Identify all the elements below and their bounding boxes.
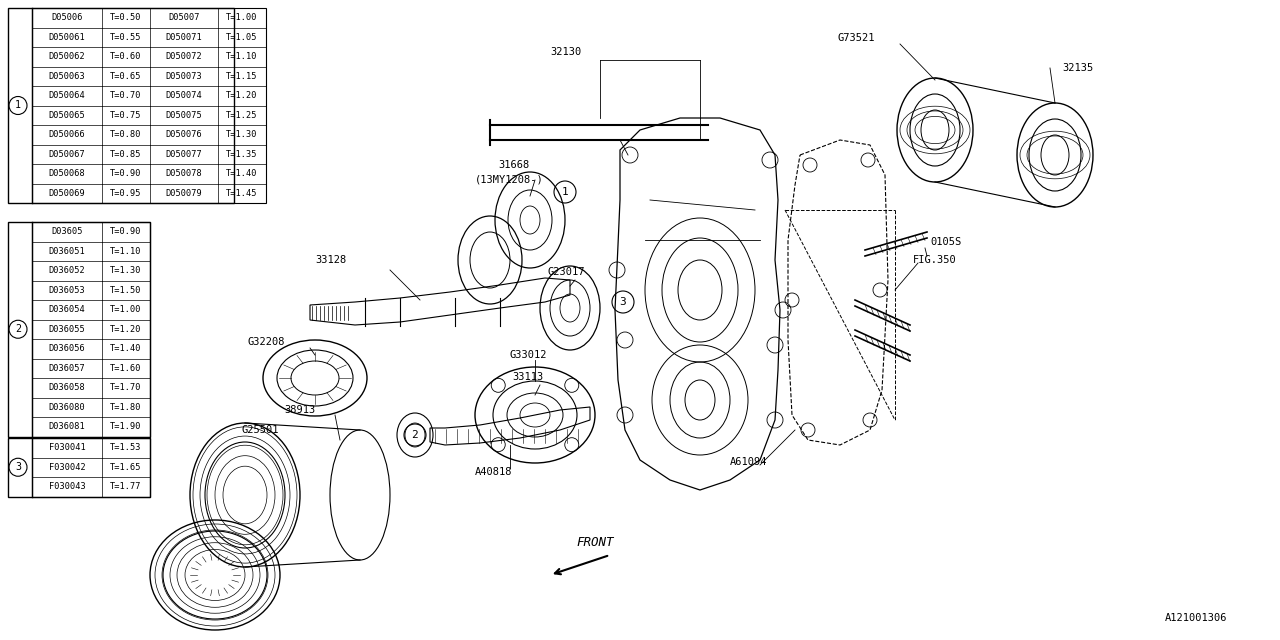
Text: D036056: D036056 <box>49 344 86 353</box>
Text: T=1.00: T=1.00 <box>110 305 142 314</box>
Text: D050062: D050062 <box>49 52 86 61</box>
Text: D036080: D036080 <box>49 403 86 412</box>
Text: T=1.15: T=1.15 <box>227 72 257 81</box>
Text: T=0.85: T=0.85 <box>110 150 142 159</box>
Text: G23017: G23017 <box>548 267 585 277</box>
Text: D050079: D050079 <box>165 189 202 198</box>
Text: 31668: 31668 <box>498 160 529 170</box>
Text: F030042: F030042 <box>49 463 86 472</box>
Text: D050064: D050064 <box>49 92 86 100</box>
Text: T=0.60: T=0.60 <box>110 52 142 61</box>
Text: T=0.90: T=0.90 <box>110 169 142 179</box>
Bar <box>8 222 150 436</box>
Text: T=0.55: T=0.55 <box>110 33 142 42</box>
Text: D050069: D050069 <box>49 189 86 198</box>
Text: T=1.45: T=1.45 <box>227 189 257 198</box>
Text: (13MY1208-): (13MY1208-) <box>475 175 544 185</box>
Text: 2: 2 <box>15 324 20 334</box>
Text: G73521: G73521 <box>838 33 876 43</box>
Text: F030043: F030043 <box>49 483 86 492</box>
Text: 38913: 38913 <box>284 405 315 415</box>
Bar <box>32 8 266 203</box>
Text: F030041: F030041 <box>49 444 86 452</box>
Text: D050077: D050077 <box>165 150 202 159</box>
Text: D036055: D036055 <box>49 324 86 333</box>
Text: D036058: D036058 <box>49 383 86 392</box>
Text: 2: 2 <box>412 430 419 440</box>
Text: D050074: D050074 <box>165 92 202 100</box>
Text: D036057: D036057 <box>49 364 86 372</box>
Bar <box>32 222 150 436</box>
Text: T=1.60: T=1.60 <box>110 364 142 372</box>
Text: T=1.10: T=1.10 <box>227 52 257 61</box>
Text: T=1.77: T=1.77 <box>110 483 142 492</box>
Text: D036054: D036054 <box>49 305 86 314</box>
Text: T=0.80: T=0.80 <box>110 131 142 140</box>
Text: T=0.50: T=0.50 <box>110 13 142 22</box>
Text: D050072: D050072 <box>165 52 202 61</box>
Text: D036052: D036052 <box>49 266 86 275</box>
Text: G32208: G32208 <box>248 337 285 347</box>
Text: 3: 3 <box>15 462 20 472</box>
Text: G33012: G33012 <box>509 350 548 360</box>
Text: T=1.70: T=1.70 <box>110 383 142 392</box>
Text: D036081: D036081 <box>49 422 86 431</box>
Text: D050066: D050066 <box>49 131 86 140</box>
Text: D050067: D050067 <box>49 150 86 159</box>
Text: 33128: 33128 <box>315 255 347 265</box>
Text: A61094: A61094 <box>730 457 768 467</box>
Text: D036053: D036053 <box>49 285 86 295</box>
Bar <box>8 8 234 203</box>
Text: 3: 3 <box>620 297 626 307</box>
Text: G25501: G25501 <box>242 425 279 435</box>
Text: T=0.95: T=0.95 <box>110 189 142 198</box>
Text: T=1.25: T=1.25 <box>227 111 257 120</box>
Text: A40818: A40818 <box>475 467 512 477</box>
Text: T=0.90: T=0.90 <box>110 227 142 236</box>
Text: T=0.65: T=0.65 <box>110 72 142 81</box>
Text: A121001306: A121001306 <box>1165 613 1228 623</box>
Text: FIG.350: FIG.350 <box>913 255 956 265</box>
Text: 0105S: 0105S <box>931 237 961 247</box>
Text: T=1.90: T=1.90 <box>110 422 142 431</box>
Text: T=1.30: T=1.30 <box>110 266 142 275</box>
Text: T=1.35: T=1.35 <box>227 150 257 159</box>
Text: D050063: D050063 <box>49 72 86 81</box>
Text: D050071: D050071 <box>165 33 202 42</box>
Text: D050078: D050078 <box>165 169 202 179</box>
Text: D050065: D050065 <box>49 111 86 120</box>
Text: 1: 1 <box>562 187 568 197</box>
Text: D050073: D050073 <box>165 72 202 81</box>
Text: T=1.40: T=1.40 <box>110 344 142 353</box>
Text: T=1.20: T=1.20 <box>227 92 257 100</box>
Text: 33113: 33113 <box>512 372 543 382</box>
Text: T=1.40: T=1.40 <box>227 169 257 179</box>
Text: D036051: D036051 <box>49 247 86 256</box>
Text: 32130: 32130 <box>550 47 581 57</box>
Text: 1: 1 <box>15 100 20 111</box>
Text: D050061: D050061 <box>49 33 86 42</box>
Text: T=1.20: T=1.20 <box>110 324 142 333</box>
Text: D05006: D05006 <box>51 13 83 22</box>
Text: D050068: D050068 <box>49 169 86 179</box>
Text: T=1.50: T=1.50 <box>110 285 142 295</box>
Text: D05007: D05007 <box>168 13 200 22</box>
Text: T=1.00: T=1.00 <box>227 13 257 22</box>
Text: D03605: D03605 <box>51 227 83 236</box>
Text: T=0.70: T=0.70 <box>110 92 142 100</box>
Bar <box>32 438 150 497</box>
Text: T=1.10: T=1.10 <box>110 247 142 256</box>
Text: T=1.05: T=1.05 <box>227 33 257 42</box>
Text: 32135: 32135 <box>1062 63 1093 73</box>
Text: FRONT: FRONT <box>576 536 613 550</box>
Text: T=1.30: T=1.30 <box>227 131 257 140</box>
Text: T=1.53: T=1.53 <box>110 444 142 452</box>
Text: D050075: D050075 <box>165 111 202 120</box>
Bar <box>8 438 150 497</box>
Text: T=0.75: T=0.75 <box>110 111 142 120</box>
Text: T=1.80: T=1.80 <box>110 403 142 412</box>
Text: D050076: D050076 <box>165 131 202 140</box>
Text: T=1.65: T=1.65 <box>110 463 142 472</box>
